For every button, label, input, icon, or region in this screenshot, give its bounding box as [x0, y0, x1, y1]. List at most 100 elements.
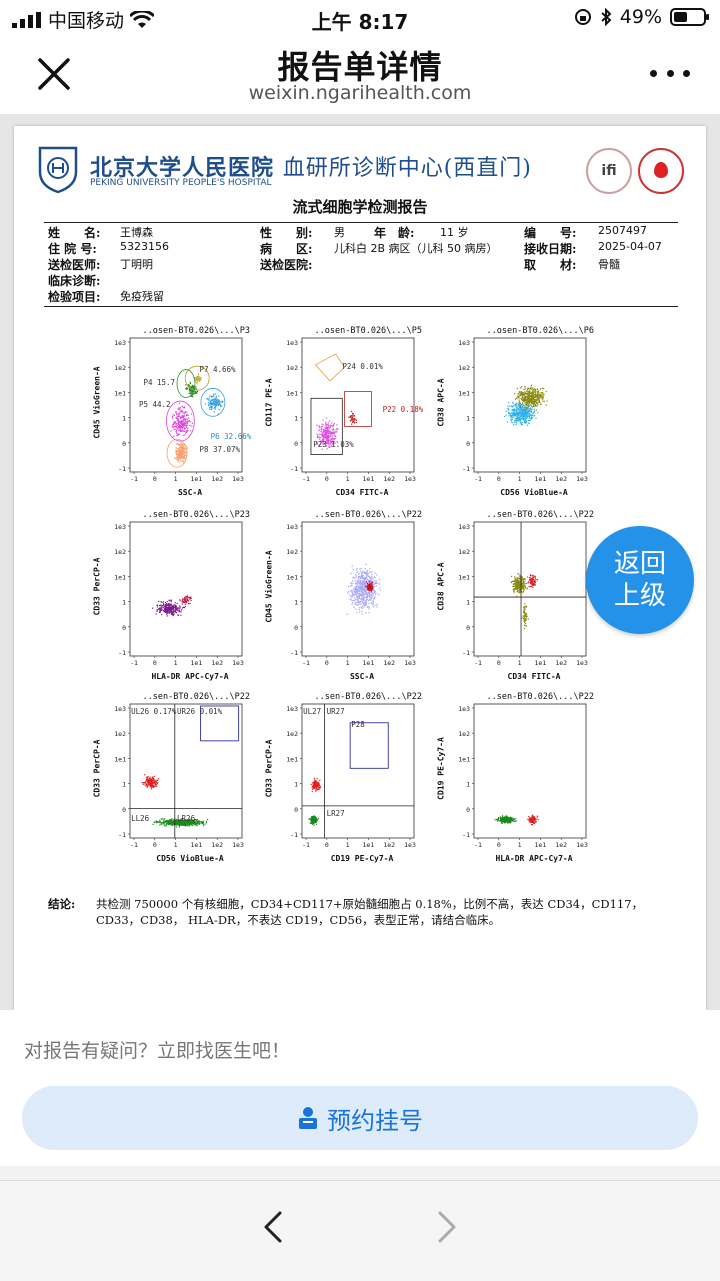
y-tick-label: 1 [466, 781, 470, 789]
doctor-value: 丁明明 [120, 258, 153, 271]
y-tick-label: 1e3 [458, 523, 470, 531]
forward-arrow-icon[interactable] [432, 1207, 462, 1247]
appointment-button[interactable]: 预约挂号 [22, 1086, 698, 1150]
sending-hospital-label: 送检医院: [260, 258, 313, 272]
x-tick-label: 1e2 [211, 841, 223, 849]
gate-label: P23 1.03% [313, 439, 354, 449]
report-title: 流式细胞学检测报告 [292, 198, 428, 216]
x-tick-label: 1e3 [232, 841, 244, 849]
plot-title: ..sen-BT0.026\...\P22 [486, 510, 594, 520]
y-tick-label: -1 [118, 831, 126, 839]
y-axis-label: CD38 APC-A [436, 562, 446, 611]
x-tick-label: 1 [518, 475, 522, 483]
x-tick-label: 0 [325, 841, 329, 849]
y-tick-label: 1e3 [114, 705, 126, 713]
x-tick-label: 1e2 [383, 475, 395, 483]
x-tick-label: 1e1 [191, 475, 203, 483]
gate-label: P24 0.01% [342, 362, 383, 372]
x-tick-label: -1 [302, 659, 310, 667]
y-tick-label: 1 [122, 599, 126, 607]
flow-plot-9: ..sen-BT0.026\...\P22 1e3 1e2 1e1 1 0 -1 -1 0 1 1e… [434, 692, 595, 863]
ward-value: 儿科白 2B 病区（儿科 50 病房） [334, 242, 498, 255]
gate-label: LL26 [131, 813, 150, 823]
gate-label: UL27 [303, 706, 322, 716]
conclusion: 结论: 共检测 750000 个有核细胞，CD34+CD117+原始髓细胞占 0… [48, 896, 678, 928]
plot-frame [129, 521, 243, 657]
x-tick-label: -1 [302, 475, 310, 483]
y-tick-label: 1 [122, 781, 126, 789]
x-tick-label: 1e1 [535, 841, 547, 849]
y-tick-label: 1e3 [286, 339, 298, 347]
x-tick-label: 1e1 [535, 659, 547, 667]
event-dots [141, 774, 209, 828]
x-tick-label: 1e3 [576, 475, 588, 483]
close-icon[interactable] [34, 54, 74, 94]
y-tick-label: 1e1 [286, 573, 298, 581]
hospital-name: 北京大学人民医院 血研所诊断中心(西直门) [90, 155, 532, 181]
x-tick-label: 0 [497, 475, 501, 483]
y-tick-label: -1 [290, 465, 298, 473]
age-value: 11 岁 [440, 226, 469, 239]
x-tick-label: 1e2 [555, 841, 567, 849]
y-tick-label: 0 [466, 624, 470, 632]
flow-plot-6: ..sen-BT0.026\...\P22 1e3 1e2 1e1 1 0 -1 -1 0 1 1e… [434, 510, 595, 681]
y-tick-label: 0 [466, 440, 470, 448]
x-tick-label: 1 [346, 475, 350, 483]
event-dots [152, 595, 192, 617]
x-axis-label: SSC-A [177, 488, 203, 497]
recv-value: 2025-04-07 [598, 240, 662, 253]
report-viewer[interactable]: 北京大学人民医院 血研所诊断中心(西直门) PEKING UNIVERSITY … [0, 114, 720, 1010]
y-tick-label: 1e3 [458, 705, 470, 713]
y-axis-label: CD38 APC-A [436, 378, 446, 427]
battery-percent: 49% [619, 6, 662, 28]
gate-label: P7 4.66% [199, 364, 236, 374]
plot-frame [473, 703, 587, 839]
gate-label: P28 [351, 720, 365, 730]
plot-frame [473, 521, 587, 657]
gate-label: LR27 [326, 808, 345, 818]
x-tick-label: 1e3 [404, 659, 416, 667]
y-tick-label: 1e1 [114, 389, 126, 397]
event-dots [510, 573, 539, 630]
divider [44, 222, 678, 223]
x-axis-label: HLA-DR APC-Cy7-A [151, 672, 229, 681]
x-tick-label: 1e3 [576, 841, 588, 849]
gate-label: P22 0.18% [382, 405, 424, 414]
y-tick-label: 1e2 [286, 730, 298, 738]
inpatient-value: 5323156 [120, 240, 169, 253]
y-axis-label: CD19 PE-Cy7-A [436, 737, 446, 800]
wifi-icon [130, 10, 155, 28]
back-arrow-icon[interactable] [258, 1207, 288, 1247]
y-tick-label: 1e2 [458, 548, 470, 556]
x-tick-label: -1 [474, 475, 482, 483]
x-axis-label: HLA-DR APC-Cy7-A [495, 854, 573, 863]
x-tick-label: 0 [153, 841, 157, 849]
page-url: weixin.ngarihealth.com [248, 82, 472, 104]
y-tick-label: -1 [118, 649, 126, 657]
scatter-plot: 1e3 1e2 1e1 1 0 -1 -1 0 1 1e1 1e2 1e3 [458, 337, 588, 483]
plot-frame [473, 337, 587, 473]
x-tick-label: 0 [325, 659, 329, 667]
x-tick-label: 1e1 [191, 841, 203, 849]
x-tick-label: 1e2 [383, 841, 395, 849]
x-tick-label: 1e2 [211, 659, 223, 667]
x-axis-label: SSC-A [349, 672, 375, 681]
x-axis-label: CD56 VioBlue-A [500, 488, 568, 497]
x-tick-label: 0 [153, 475, 157, 483]
info-row: 送检医师: 丁明明 送检医院: 取 材: 骨髓 [48, 256, 678, 272]
plot-frame [301, 703, 415, 839]
hospital-logo-icon [38, 146, 78, 194]
x-tick-label: 1 [174, 841, 178, 849]
sex-label: 性 别: [260, 226, 313, 240]
y-axis-label: CD33 PerCP-A [92, 557, 102, 616]
age-label: 年 龄: [374, 226, 415, 240]
gate-label: P4 15.7 [143, 378, 176, 388]
y-tick-label: 1e3 [286, 705, 298, 713]
plot-title: ..sen-BT0.026\...\P22 [314, 692, 422, 702]
back-to-parent-button[interactable]: 返回 上级 [586, 526, 694, 634]
recv-label: 接收日期: [524, 242, 577, 256]
gate-label: UR27 [326, 706, 345, 716]
gate-label: LR26 [177, 813, 196, 823]
more-icon[interactable] [650, 66, 690, 80]
x-tick-label: -1 [130, 475, 138, 483]
